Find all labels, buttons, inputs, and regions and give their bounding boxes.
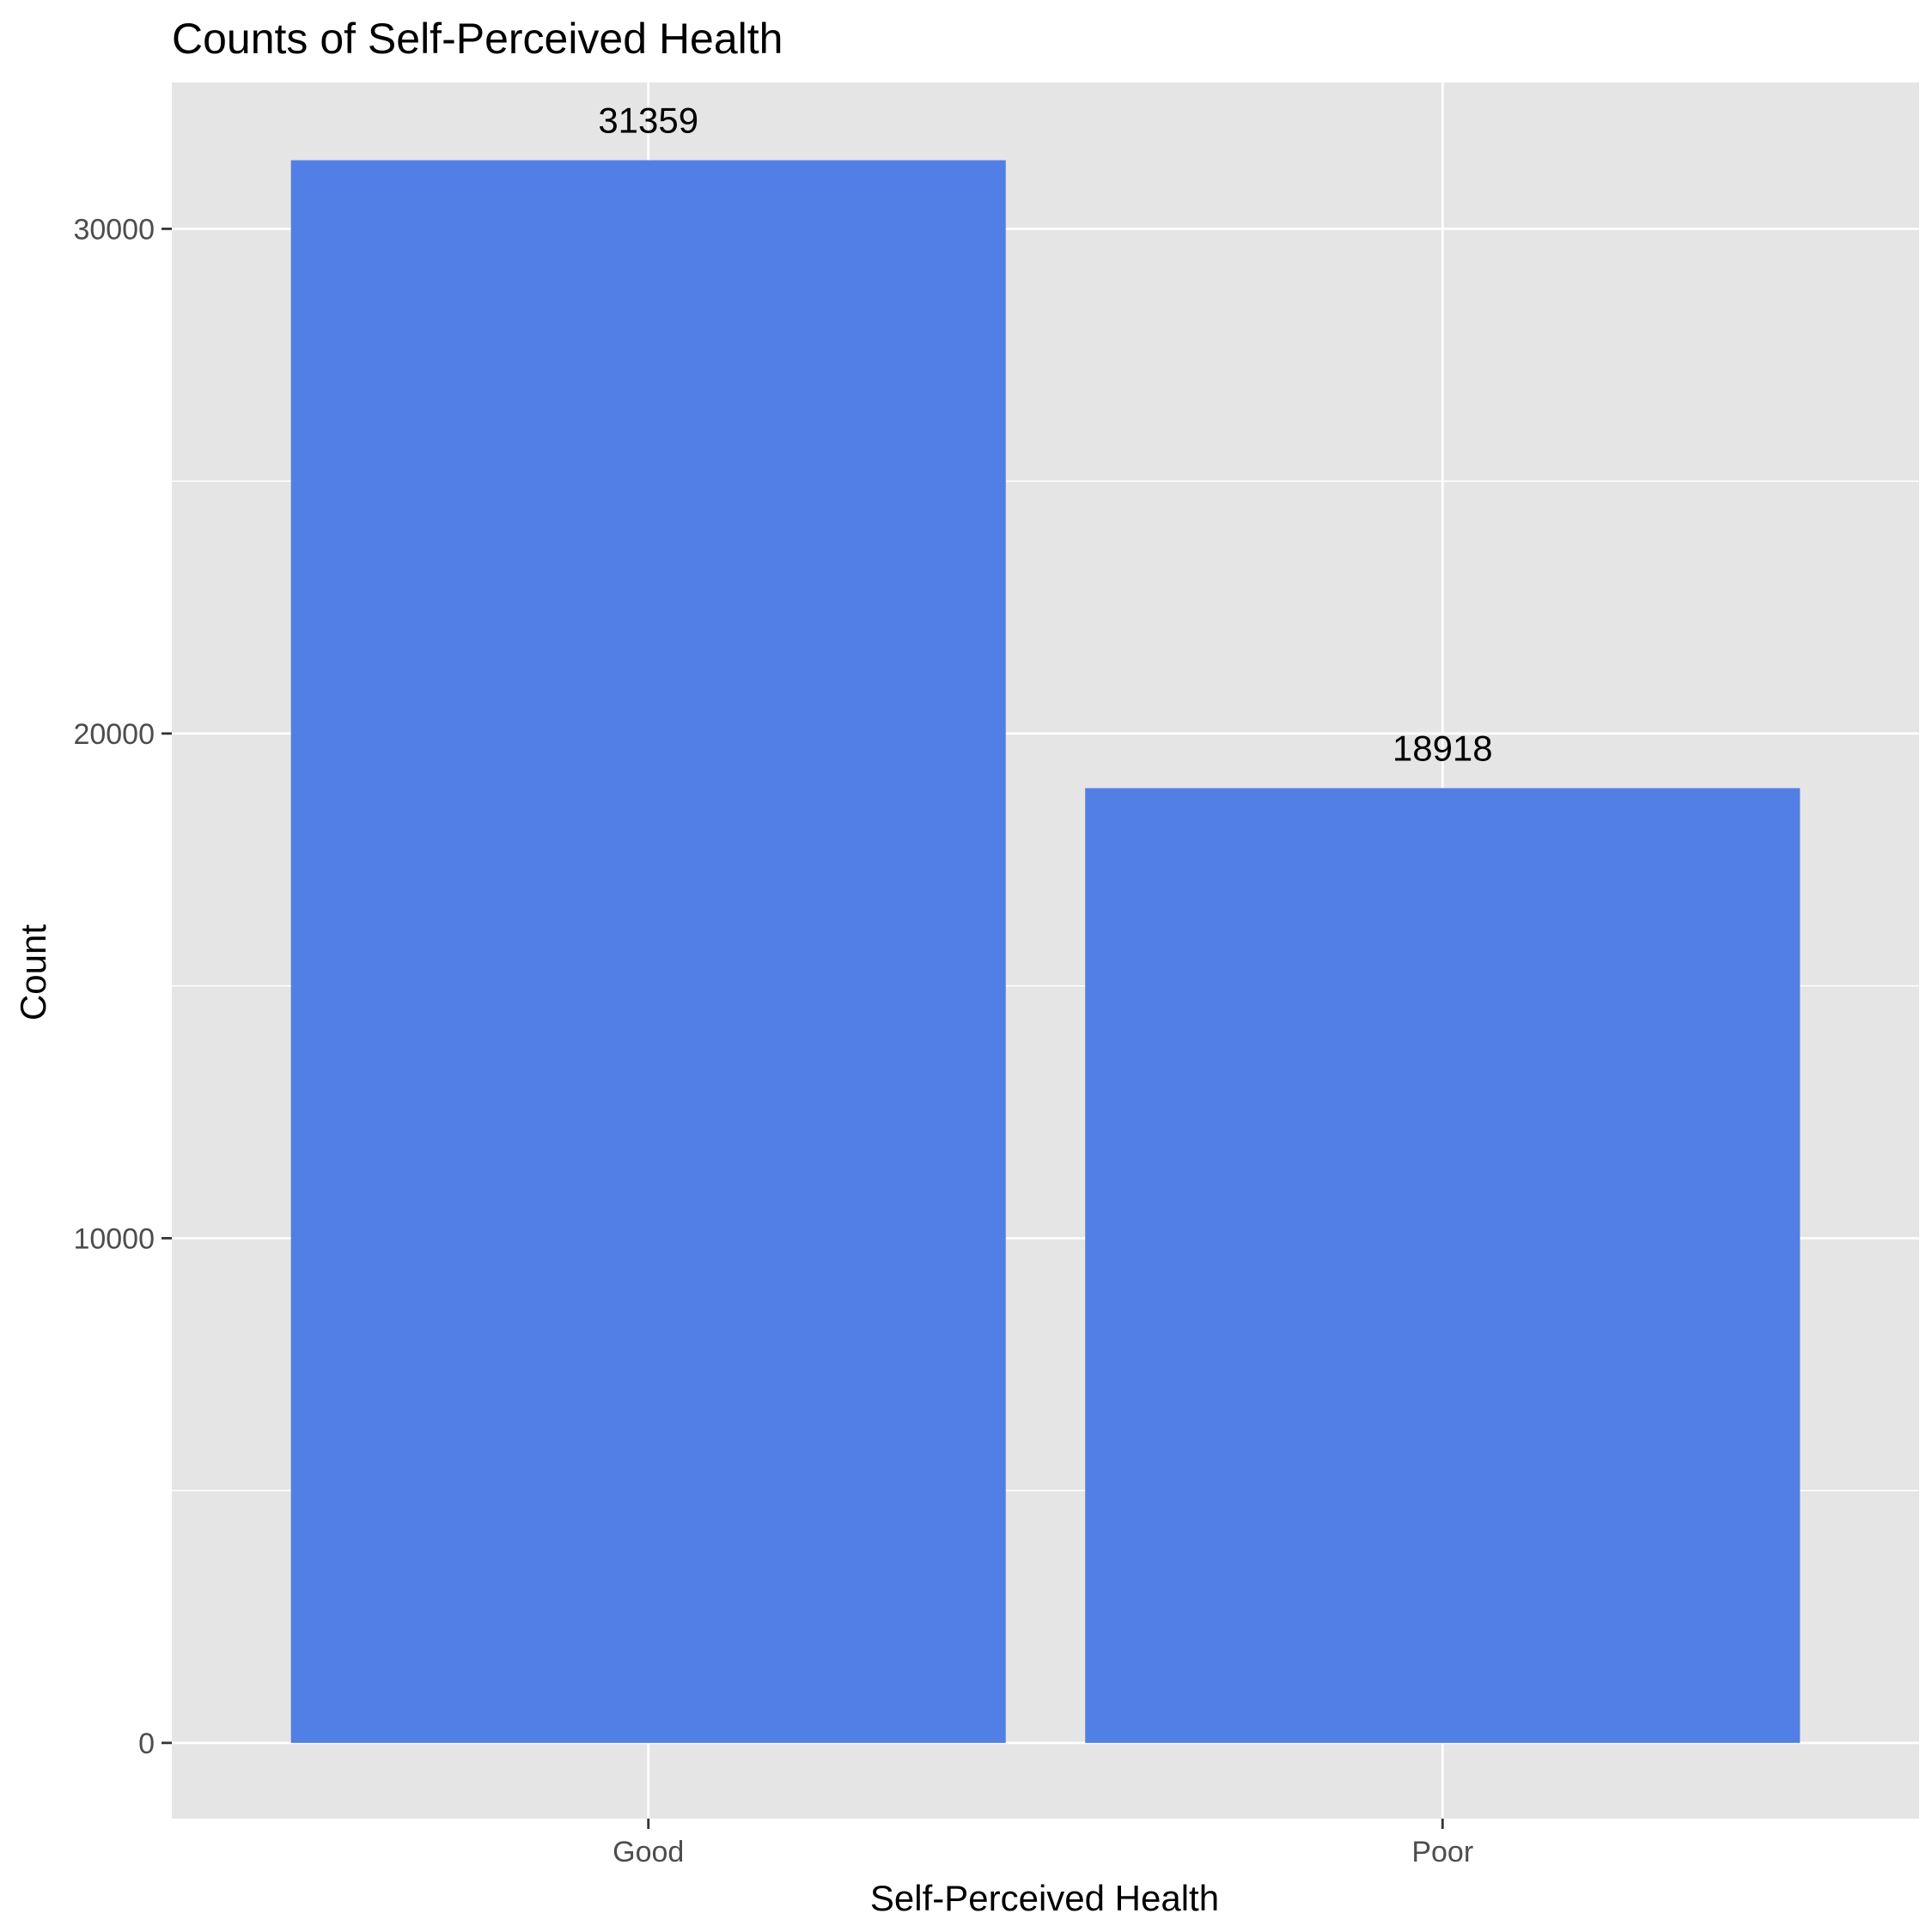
chart-title: Counts of Self-Perceived Health	[172, 15, 783, 63]
plot-area: 31359 18918 0 10000 20000 30000 Good Poor	[73, 82, 1919, 1868]
x-tick-label: Good	[613, 1836, 684, 1868]
y-tick-label: 0	[138, 1728, 155, 1760]
y-axis-title: Count	[13, 924, 53, 1021]
y-tick-label: 10000	[73, 1222, 155, 1255]
bar-good	[290, 160, 1006, 1743]
data-label: 18918	[1393, 728, 1493, 768]
y-tick-label: 30000	[73, 213, 155, 246]
x-tick-label: Poor	[1411, 1836, 1473, 1868]
y-tick-label: 20000	[73, 718, 155, 751]
bar-poor	[1085, 788, 1801, 1743]
data-label: 31359	[598, 101, 698, 141]
x-axis-title: Self-Perceived Health	[870, 1878, 1219, 1918]
